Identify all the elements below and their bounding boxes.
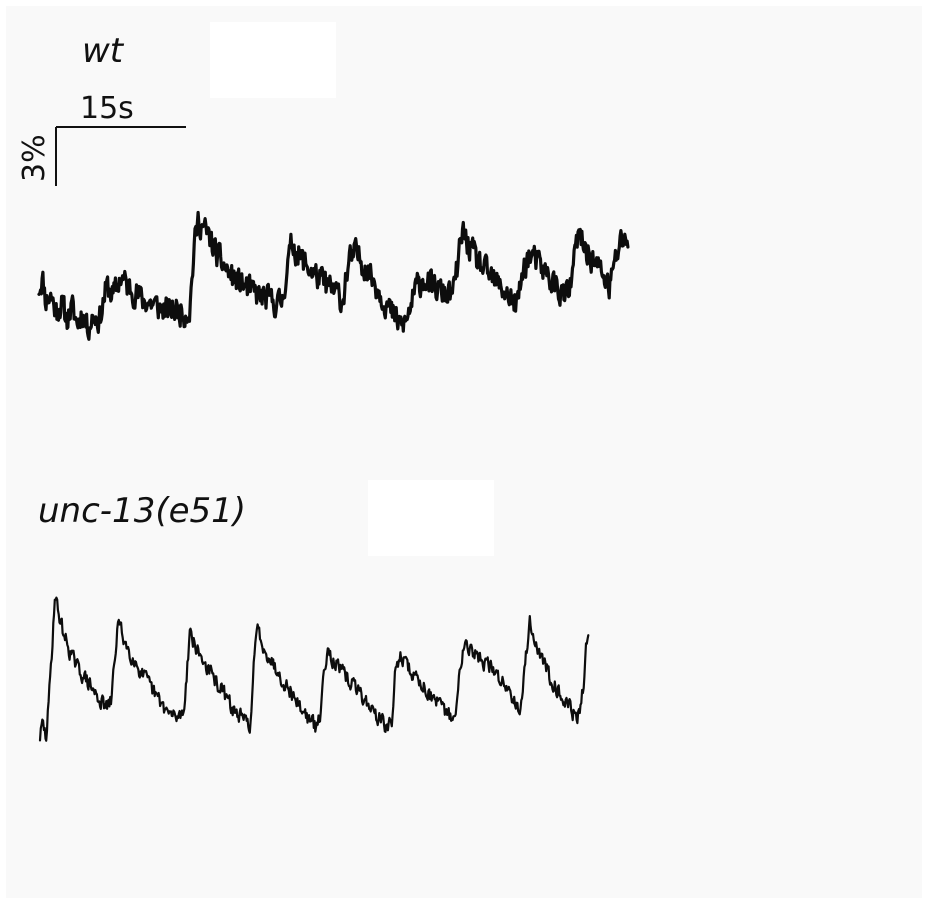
panel-label-wt: wt [82, 31, 125, 71]
scale-bar: 15s 3% [17, 91, 186, 186]
figure: wt unc-13(e51) 15s 3% [6, 6, 922, 898]
trace-unc13 [38, 596, 590, 742]
trace-layer [37, 210, 630, 742]
scale-bar-time-label: 15s [80, 91, 134, 126]
traces-figure: wt unc-13(e51) 15s 3% [17, 22, 630, 742]
scale-bar-amplitude-label: 3% [17, 134, 52, 182]
mask-rect-top [210, 22, 336, 98]
panel-label-unc13: unc-13(e51) [38, 491, 246, 531]
trace-wt [37, 210, 630, 341]
mask-rect-bottom [368, 480, 494, 556]
